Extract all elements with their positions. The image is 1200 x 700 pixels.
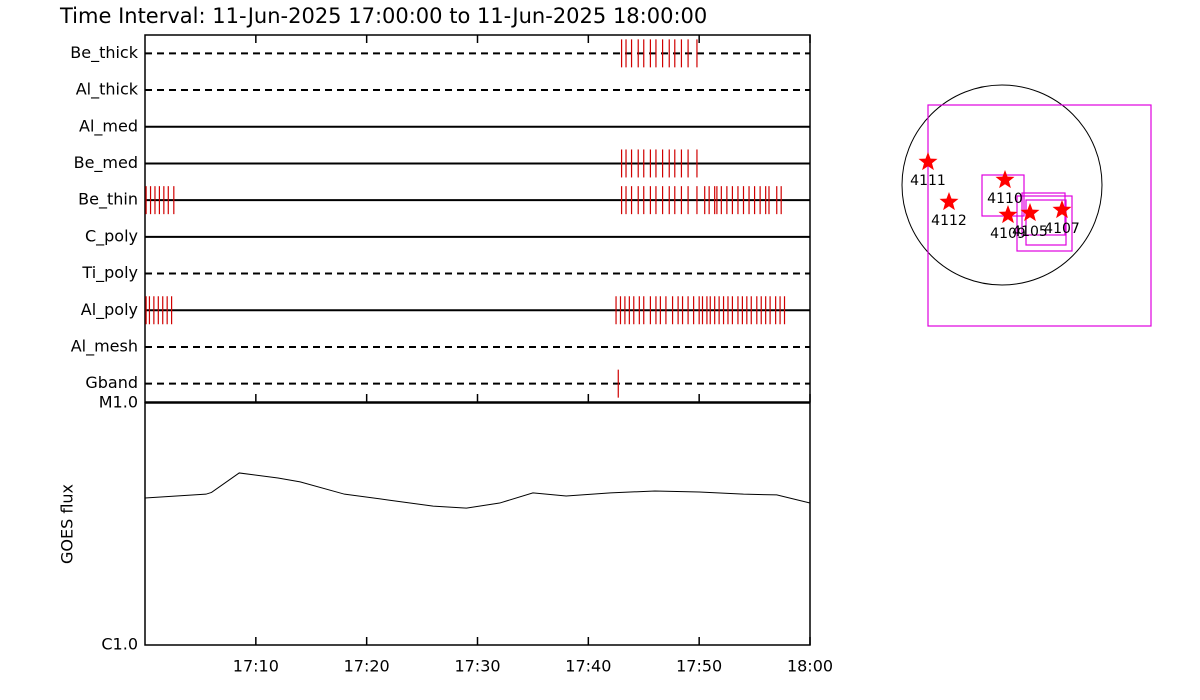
x-tick-label: 17:40	[565, 657, 611, 676]
row-label: Be_med	[74, 153, 138, 173]
region-star	[998, 205, 1018, 224]
x-tick-label: 17:10	[233, 657, 279, 676]
row-label: Al_thick	[76, 80, 139, 100]
row-label: Al_mesh	[71, 336, 138, 356]
chart-title: Time Interval: 11-Jun-2025 17:00:00 to 1…	[59, 4, 707, 28]
fov-box	[1025, 199, 1067, 246]
y-tick-label: M1.0	[99, 393, 138, 412]
region-star	[995, 170, 1015, 189]
row-label: Be_thin	[78, 190, 138, 210]
row-label: Gband	[85, 373, 138, 392]
region-star	[1052, 200, 1072, 219]
y-axis-label: GOES flux	[58, 484, 77, 564]
row-label: Be_thick	[70, 43, 138, 63]
x-tick-label: 17:20	[344, 657, 390, 676]
region-label: 4105	[1012, 224, 1048, 240]
y-tick-label: C1.0	[101, 635, 138, 654]
x-tick-label: 17:30	[454, 657, 500, 676]
region-star	[1020, 203, 1040, 222]
panel-frame	[144, 402, 811, 646]
row-label: Al_med	[79, 116, 138, 136]
region-star	[939, 192, 959, 211]
solar-disk	[901, 84, 1103, 286]
goes-line	[144, 472, 811, 509]
row-label: C_poly	[85, 226, 138, 246]
fov-box	[927, 104, 1152, 327]
x-tick-label: 18:00	[787, 657, 833, 676]
region-label: 4109	[990, 226, 1026, 242]
region-label: 4111	[910, 173, 946, 189]
x-tick-label: 17:50	[676, 657, 722, 676]
region-label: 4112	[931, 213, 967, 229]
region-star	[918, 152, 938, 171]
region-label: 4110	[987, 191, 1023, 207]
region-label: 4107	[1044, 221, 1080, 237]
row-label: Ti_poly	[81, 263, 138, 283]
fov-box	[1016, 195, 1073, 252]
row-label: Al_poly	[81, 300, 138, 320]
